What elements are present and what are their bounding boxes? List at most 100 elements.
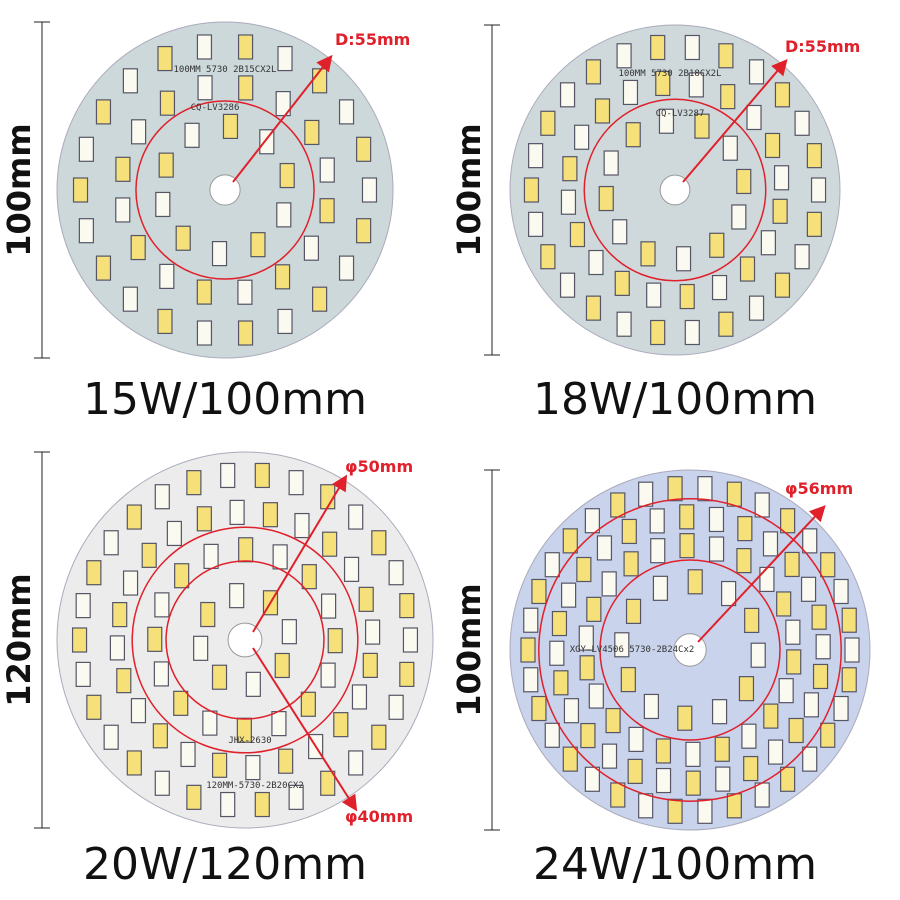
led bbox=[250, 232, 266, 258]
led bbox=[711, 699, 728, 725]
led bbox=[610, 782, 626, 808]
board-text: CQ-LV3287 bbox=[656, 109, 705, 119]
led bbox=[588, 683, 604, 709]
led bbox=[596, 535, 613, 561]
led bbox=[130, 234, 146, 261]
led bbox=[655, 70, 671, 97]
led bbox=[694, 113, 710, 139]
caption: 18W/100mm bbox=[533, 374, 817, 425]
led bbox=[540, 110, 556, 136]
led-board-panel: 100MM 5730 2B18CX2L CQ-LV3287 D:55mm 100mm 1… bbox=[450, 24, 860, 425]
led bbox=[811, 604, 827, 630]
led bbox=[778, 678, 794, 704]
led bbox=[772, 198, 788, 224]
arrow bbox=[252, 647, 358, 812]
led bbox=[174, 563, 190, 589]
led bbox=[116, 668, 132, 694]
led bbox=[605, 707, 621, 734]
led bbox=[559, 82, 576, 108]
led bbox=[175, 225, 191, 251]
led bbox=[679, 533, 695, 559]
led bbox=[254, 791, 270, 818]
led bbox=[294, 512, 310, 539]
led bbox=[95, 255, 112, 281]
led bbox=[319, 198, 335, 224]
led bbox=[620, 666, 636, 693]
led bbox=[598, 185, 614, 212]
led bbox=[623, 551, 639, 577]
led bbox=[601, 743, 618, 769]
led bbox=[685, 741, 701, 767]
led bbox=[614, 632, 630, 658]
led bbox=[551, 610, 568, 637]
led bbox=[356, 218, 372, 244]
led bbox=[238, 537, 254, 563]
led bbox=[327, 628, 343, 654]
led bbox=[312, 286, 328, 312]
led bbox=[166, 520, 182, 547]
led bbox=[616, 311, 632, 337]
led bbox=[75, 661, 91, 687]
led bbox=[274, 264, 291, 290]
led bbox=[721, 580, 737, 607]
led bbox=[767, 739, 784, 765]
led bbox=[561, 582, 577, 608]
led bbox=[652, 575, 669, 601]
led bbox=[655, 738, 672, 764]
board-text: 100MM 5730 2B18CX2L bbox=[619, 69, 722, 79]
led bbox=[754, 492, 770, 518]
led bbox=[646, 282, 662, 308]
led bbox=[610, 492, 626, 518]
led bbox=[803, 692, 819, 718]
led bbox=[153, 661, 169, 687]
led bbox=[200, 601, 216, 628]
led bbox=[649, 508, 665, 534]
led bbox=[759, 566, 775, 593]
led bbox=[559, 272, 576, 298]
led bbox=[621, 518, 637, 545]
led bbox=[785, 619, 801, 645]
led bbox=[351, 684, 368, 710]
dimension-label: 100mm bbox=[0, 123, 38, 256]
led bbox=[303, 235, 319, 261]
led bbox=[157, 308, 173, 335]
led bbox=[154, 484, 170, 510]
led bbox=[679, 504, 695, 530]
led bbox=[523, 177, 540, 203]
led bbox=[622, 79, 639, 106]
led-board-panel: JHX-2630 120MM-5730-2B20CX2 φ50mm φ40mm 120m… bbox=[0, 451, 434, 890]
led bbox=[86, 694, 102, 720]
led bbox=[833, 695, 849, 722]
led bbox=[833, 578, 849, 605]
led bbox=[229, 499, 245, 526]
led bbox=[739, 256, 756, 282]
led bbox=[544, 722, 560, 748]
led bbox=[763, 703, 779, 729]
led bbox=[180, 741, 196, 768]
led bbox=[78, 218, 94, 244]
dimension-label: 100mm bbox=[450, 583, 488, 716]
red-ring bbox=[538, 498, 842, 802]
diameter-label: D:55mm bbox=[335, 30, 410, 49]
led bbox=[585, 59, 602, 85]
led bbox=[320, 662, 336, 688]
led bbox=[746, 104, 762, 131]
led bbox=[579, 655, 595, 681]
led bbox=[371, 724, 387, 750]
led bbox=[196, 279, 212, 305]
led bbox=[222, 113, 239, 139]
led bbox=[72, 177, 89, 203]
board-text: JHX-2630 bbox=[228, 736, 271, 746]
led bbox=[399, 593, 415, 619]
led bbox=[584, 508, 600, 534]
led bbox=[744, 607, 760, 634]
led bbox=[158, 152, 174, 178]
led bbox=[147, 626, 163, 652]
led bbox=[640, 241, 656, 267]
led bbox=[580, 722, 596, 749]
diameter-label: φ56mm bbox=[785, 479, 853, 498]
led bbox=[667, 798, 683, 824]
led bbox=[650, 538, 666, 564]
led bbox=[720, 84, 736, 110]
led bbox=[708, 506, 725, 533]
